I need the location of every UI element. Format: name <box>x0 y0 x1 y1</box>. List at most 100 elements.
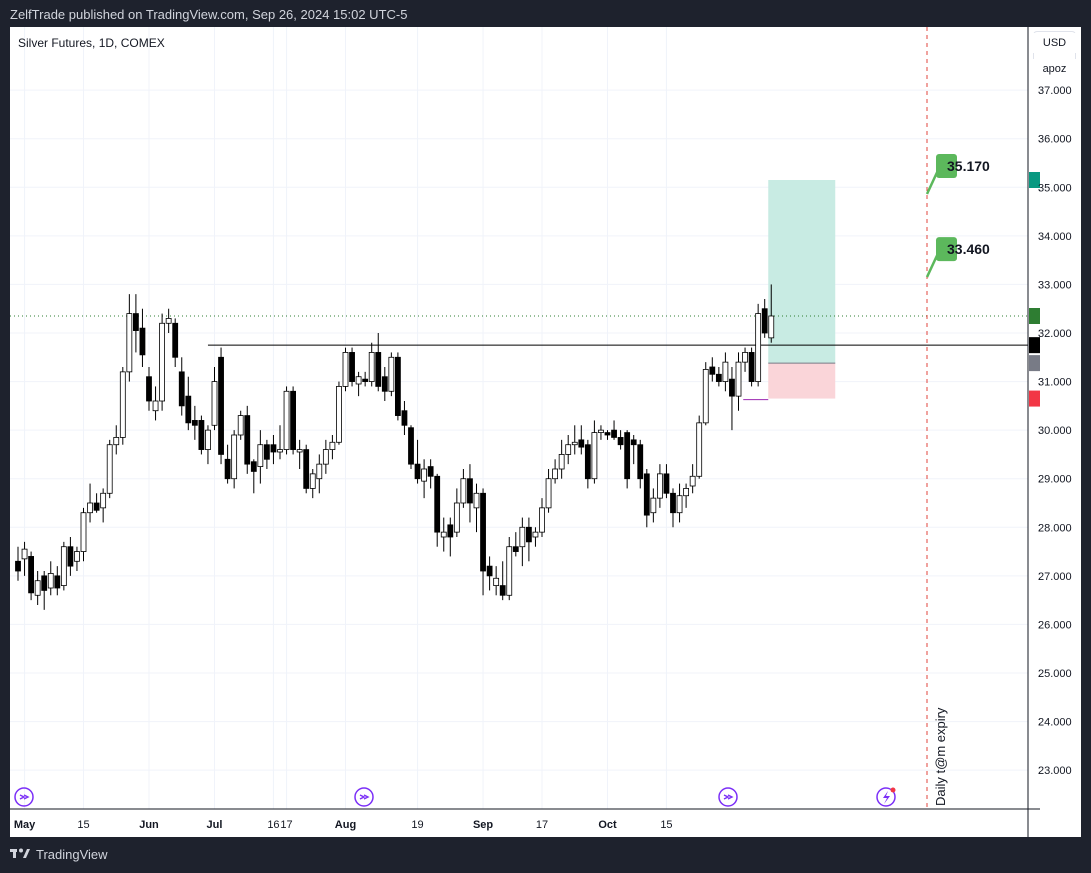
candle-body <box>408 427 414 465</box>
event-icon-ring <box>718 787 738 807</box>
y-tick-label: 23.000 <box>1038 765 1072 777</box>
candle-body <box>342 352 349 387</box>
candle-body <box>165 318 172 324</box>
x-tick-label: 15 <box>77 819 89 831</box>
y-tick-label: 27.000 <box>1038 571 1072 583</box>
candle-body <box>211 381 218 426</box>
event-icon-arrow <box>723 794 734 800</box>
candle-body <box>244 415 251 465</box>
candle-body <box>702 369 709 424</box>
y-tick-label: 29.000 <box>1038 474 1072 486</box>
candle-body <box>558 454 565 470</box>
candle-body <box>74 551 80 562</box>
candle-body <box>185 395 192 424</box>
lightning-ring <box>876 787 896 807</box>
candle-body <box>106 444 113 494</box>
candle-body <box>381 376 388 392</box>
symbol-info: Silver Futures, 1D, COMEX <box>18 36 165 50</box>
candle-body <box>584 444 591 480</box>
candle-body <box>146 376 152 402</box>
candle-body <box>152 400 159 412</box>
candle-body <box>198 420 205 450</box>
candle-body <box>316 463 323 480</box>
candle-body <box>519 526 526 548</box>
candle-body <box>270 444 277 453</box>
target-mid-label: 33.460 <box>947 241 990 257</box>
notification-dot <box>890 787 896 793</box>
price-chart[interactable]: Daily t@m expiry 35.170 33.460 23.000 24.00… <box>10 27 1081 837</box>
candle-body <box>480 492 486 572</box>
x-tick-label: Oct <box>598 819 617 831</box>
event-icon[interactable] <box>354 787 374 807</box>
candle-body <box>709 366 716 375</box>
footer-brand-label: TradingView <box>36 847 108 862</box>
candle-body <box>119 371 126 438</box>
footer-brand[interactable]: TradingView <box>10 847 108 862</box>
candle-body <box>67 546 74 567</box>
position-zones <box>743 180 836 401</box>
candle-body <box>499 585 506 596</box>
candle-body <box>34 580 41 596</box>
candle-body <box>263 444 270 460</box>
y-tick-label: 34.000 <box>1038 231 1072 243</box>
candle-body <box>486 565 493 577</box>
target-high-label: 35.170 <box>947 158 990 174</box>
candle-body <box>60 546 67 586</box>
y-tick-label: 25.000 <box>1038 668 1072 680</box>
x-tick-label: 17 <box>280 819 292 831</box>
event-icon[interactable] <box>718 787 738 807</box>
candle-body <box>80 512 87 552</box>
lightning-event-icon[interactable] <box>876 787 896 807</box>
candle-body <box>100 492 107 509</box>
scale-mode-button[interactable]: apoz <box>1033 59 1076 79</box>
target-high-label-flag <box>936 154 957 179</box>
currency-button[interactable]: USD <box>1033 33 1076 53</box>
candle-body <box>434 475 441 533</box>
candle-body <box>630 439 637 446</box>
y-tick-label: 24.000 <box>1038 717 1072 729</box>
y-tick-label: 31.000 <box>1038 377 1072 389</box>
candle-body <box>237 415 244 436</box>
candle-body <box>15 560 21 572</box>
y-tick-label: 35.000 <box>1038 182 1072 194</box>
chart-panel[interactable]: Daily t@m expiry 35.170 33.460 23.000 24.00… <box>10 27 1081 837</box>
candle-body <box>427 466 434 477</box>
axes-layer: 23.000 24.000 25.000 26.000 27.000 28.000 29.0… <box>10 27 1081 837</box>
x-tick-label: 19 <box>411 819 423 831</box>
y-tick-label: 36.000 <box>1038 134 1072 146</box>
event-icon[interactable] <box>14 787 34 807</box>
candle-body <box>493 577 500 586</box>
lightning-bolt <box>883 791 890 804</box>
candle-body <box>394 356 401 416</box>
y-tick-label: 26.000 <box>1038 619 1072 631</box>
candle-body <box>447 524 454 538</box>
candle-body <box>761 308 768 334</box>
candle-body <box>506 546 513 596</box>
candle-body <box>643 473 650 516</box>
candle-body <box>290 390 297 450</box>
grid-layer <box>10 27 1028 809</box>
event-icon-arrow <box>19 794 30 800</box>
candle-body <box>250 461 257 472</box>
candle-body <box>87 502 93 514</box>
tradingview-logo-icon <box>10 847 30 862</box>
candle-body <box>309 473 316 489</box>
candle-body <box>178 371 185 407</box>
horizontal-lines <box>10 315 1028 346</box>
candle-body <box>565 444 572 455</box>
candle-body <box>28 556 35 594</box>
candle-body <box>604 432 611 436</box>
candle-body <box>93 502 100 511</box>
candle-body <box>650 497 657 514</box>
candle-body <box>355 376 362 385</box>
candle-body <box>41 575 48 591</box>
x-tick-label: Aug <box>335 819 356 831</box>
candle-body <box>611 429 617 438</box>
candle-body <box>715 373 722 382</box>
candle-body <box>473 492 480 509</box>
candle-body <box>512 546 519 552</box>
x-tick-label: 16 <box>267 819 279 831</box>
candle-body <box>722 361 729 382</box>
candle-body <box>277 449 283 453</box>
candle-body <box>283 390 290 450</box>
